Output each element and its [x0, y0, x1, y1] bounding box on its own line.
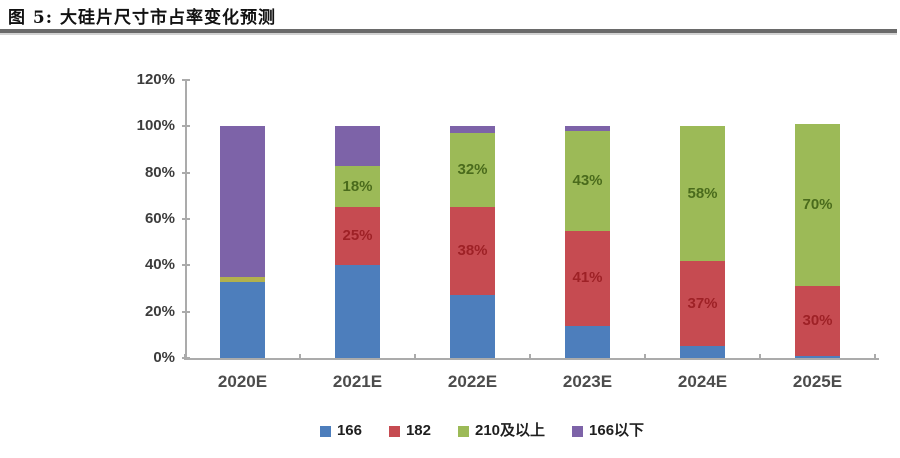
- figure-title: 图 5: 大硅片尺寸市占率变化预测: [8, 8, 276, 28]
- y-axis-label: 0%: [153, 349, 175, 366]
- legend-label: 210及以上: [475, 422, 546, 439]
- bar-segment-210及以上-2024E: [680, 126, 725, 261]
- bar-segment-label: 41%: [572, 269, 603, 287]
- x-axis-tick: [644, 354, 646, 360]
- x-axis-tick: [414, 354, 416, 360]
- bar-segment-label: 38%: [457, 242, 488, 260]
- bar-segment-label: 32%: [457, 161, 488, 179]
- bar-segment-182-2024E: [680, 260, 725, 347]
- y-axis-tick: [182, 310, 190, 313]
- bar-segment-210及以上-2025E: [795, 124, 840, 287]
- bar-segment-166-2020E: [220, 281, 265, 358]
- x-axis-label: 2025E: [792, 372, 843, 391]
- legend-swatch-icon: [388, 425, 400, 437]
- y-axis-label: 80%: [144, 163, 175, 181]
- bar-segment-label: 25%: [342, 227, 373, 245]
- legend-swatch-icon: [572, 425, 584, 437]
- x-axis-tick: [759, 354, 761, 360]
- x-axis-label: 2022E: [447, 372, 498, 391]
- bar-segment-166以下-2020E: [220, 126, 265, 277]
- bar-segment-210及以上-2021E: [335, 165, 380, 208]
- bar-segment-166-2024E: [680, 346, 725, 358]
- y-axis-label: 60%: [144, 210, 175, 227]
- bar-segment-166以下-2023E: [565, 126, 610, 131]
- bar-segment-166以下-2021E: [335, 126, 380, 166]
- x-axis-label: 2023E: [562, 372, 613, 391]
- x-axis-label: 2021E: [332, 372, 383, 391]
- bar-segment-166-2022E: [450, 295, 495, 358]
- legend-swatch-icon: [458, 425, 469, 437]
- x-axis-label: 2020E: [217, 372, 268, 391]
- x-axis-tick: [299, 354, 301, 360]
- y-axis-tick: [182, 125, 190, 128]
- legend-label: 166以下: [589, 422, 645, 439]
- bar-segment-label: 18%: [342, 177, 373, 195]
- chart-legend: 166 182 210及以上 166以下: [32, 423, 900, 439]
- title-divider: [0, 29, 897, 33]
- bar-segment-166-2023E: [565, 325, 610, 358]
- y-axis-tick: [182, 79, 190, 81]
- bar-segment-label: 30%: [802, 311, 833, 329]
- y-axis-line: [185, 80, 187, 360]
- legend-label: 166: [336, 422, 362, 439]
- y-axis-label: 100%: [136, 117, 175, 135]
- y-axis-label: 40%: [144, 256, 175, 274]
- bar-segment-210及以上-2020E: [220, 276, 265, 282]
- bar-segment-label: 70%: [802, 196, 833, 214]
- x-axis-label: 2024E: [677, 372, 728, 391]
- bar-segment-label: 43%: [572, 171, 603, 189]
- y-axis-tick: [182, 171, 190, 174]
- legend-item-166以下: 166以下: [572, 423, 644, 439]
- x-axis-tick: [874, 354, 876, 360]
- bar-segment-166-2025E: [795, 355, 840, 358]
- legend-item-210及以上: 210及以上: [458, 423, 545, 439]
- x-axis-tick: [184, 354, 186, 360]
- bar-segment-182-2022E: [450, 207, 495, 296]
- legend-swatch-icon: [319, 425, 331, 437]
- legend-label: 182: [405, 422, 431, 439]
- bar-segment-label: 58%: [687, 184, 718, 202]
- bar-segment-182-2025E: [795, 286, 840, 356]
- y-axis-tick: [182, 264, 190, 267]
- y-axis-label: 120%: [136, 71, 175, 88]
- legend-item-166: 166: [319, 422, 362, 439]
- bar-segment-182-2023E: [565, 230, 610, 326]
- bar-segment-166-2021E: [335, 265, 380, 358]
- x-axis-line: [185, 358, 879, 360]
- bar-segment-166以下-2022E: [450, 126, 495, 134]
- y-axis-label: 20%: [144, 302, 175, 320]
- bar-segment-182-2021E: [335, 207, 380, 266]
- title-divider-shadow: [0, 33, 897, 35]
- y-axis-tick: [182, 357, 190, 359]
- bar-segment-210及以上-2022E: [450, 133, 495, 208]
- legend-item-182: 182: [388, 422, 431, 439]
- bar-segment-label: 37%: [687, 294, 718, 312]
- y-axis-tick: [182, 218, 190, 220]
- bar-segment-210及以上-2023E: [565, 130, 610, 231]
- x-axis-tick: [529, 354, 531, 360]
